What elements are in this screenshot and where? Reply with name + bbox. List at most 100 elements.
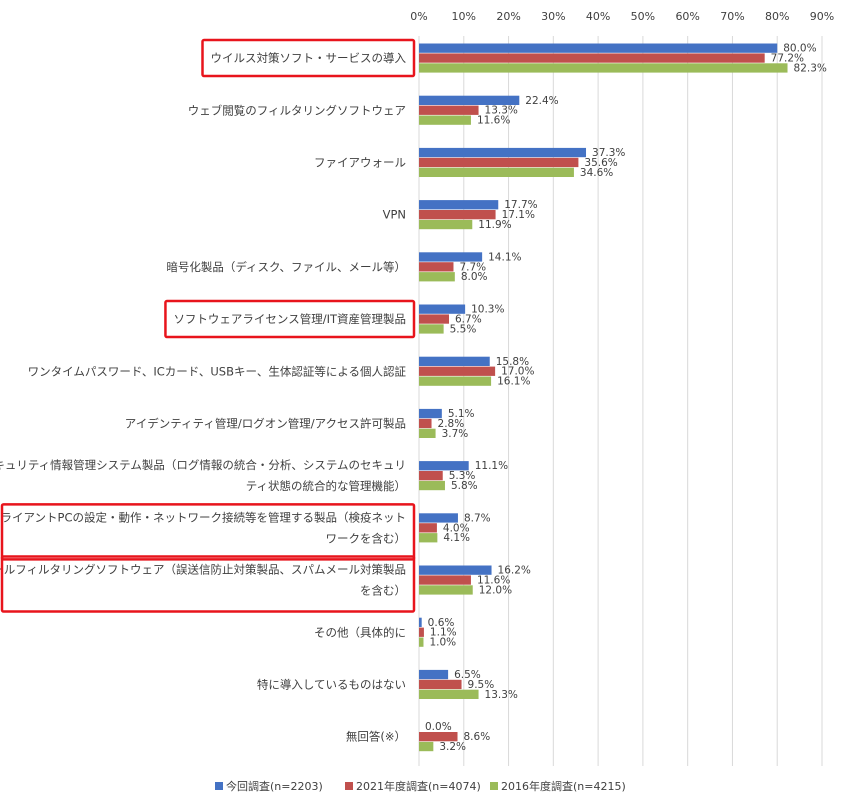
x-tick-label: 60%: [675, 10, 699, 23]
data-label: 17.0%: [501, 366, 534, 378]
data-label: 4.0%: [443, 522, 470, 534]
category-label: その他（具体的に: [314, 625, 406, 639]
x-tick-label: 20%: [496, 10, 520, 23]
highlight-box: [0, 555, 416, 613]
highlight-box: [164, 299, 416, 339]
bar: [419, 523, 437, 533]
category-label: ティ状態の統合的な管理機能）: [246, 479, 406, 493]
x-tick-label: 40%: [586, 10, 610, 23]
legend-swatch: [490, 782, 498, 790]
bar: [419, 679, 462, 690]
category-label: アイデンティティ管理/ログオン管理/アクセス許可製品: [125, 416, 406, 430]
data-label: 5.1%: [448, 408, 475, 420]
x-tick-label: 10%: [452, 10, 476, 23]
bar: [419, 741, 434, 752]
data-label: 8.6%: [464, 731, 491, 743]
legend-swatch: [215, 782, 223, 790]
data-label: 13.3%: [485, 105, 518, 117]
data-label: 15.8%: [496, 356, 529, 368]
bar: [419, 262, 454, 272]
data-label: 11.1%: [475, 460, 508, 472]
x-tick-label: 80%: [765, 10, 789, 23]
data-label: 6.7%: [455, 314, 482, 326]
bar: [419, 356, 490, 366]
bar: [419, 147, 587, 158]
bar: [419, 105, 479, 115]
x-tick-label: 70%: [720, 10, 744, 23]
data-label: 17.1%: [502, 209, 535, 221]
category-label: クライアントPCの設定・動作・ネットワーク接続等を管理する製品（検疫ネット: [0, 510, 406, 524]
data-label: 11.6%: [477, 115, 510, 127]
bar: [419, 157, 579, 168]
bar: [419, 533, 438, 543]
bar: [419, 575, 471, 585]
category-label: ファイアウォール: [314, 155, 406, 169]
bar: [419, 252, 483, 262]
data-label: 34.6%: [580, 167, 613, 179]
highlight-box: [0, 503, 416, 561]
data-label: 0.0%: [425, 721, 452, 733]
data-label: 17.7%: [504, 199, 537, 211]
data-label: 8.0%: [461, 271, 488, 283]
data-label: 2.8%: [438, 418, 465, 430]
data-label: 11.9%: [478, 219, 511, 231]
bar: [419, 513, 458, 523]
data-label: 80.0%: [783, 43, 816, 55]
bar: [419, 585, 473, 595]
data-label: 16.2%: [498, 565, 531, 577]
data-label: 11.6%: [477, 575, 510, 587]
data-label: 0.6%: [428, 617, 455, 629]
data-label: 12.0%: [479, 584, 512, 596]
data-label: 14.1%: [488, 251, 521, 263]
data-label: 1.1%: [430, 627, 457, 639]
x-tick-label: 0%: [410, 10, 427, 23]
bar: [419, 272, 455, 282]
bar: [419, 43, 778, 53]
data-label: 10.3%: [471, 304, 504, 316]
bar: [419, 63, 788, 73]
data-label: 9.5%: [468, 679, 495, 691]
category-label: 無回答(※）: [346, 730, 406, 744]
bar: [419, 428, 436, 438]
bar: [419, 324, 444, 334]
data-label: 77.2%: [771, 53, 804, 65]
data-label: 37.3%: [592, 147, 625, 159]
data-label: 7.7%: [459, 261, 486, 273]
bar: [419, 418, 432, 429]
data-label: 6.5%: [454, 669, 481, 681]
category-label: VPN: [383, 208, 406, 222]
data-label: 3.2%: [439, 741, 466, 753]
bar: [419, 53, 765, 63]
data-label: 4.1%: [443, 532, 470, 544]
bar: [419, 471, 443, 481]
bar: [419, 376, 492, 386]
x-tick-label: 50%: [631, 10, 655, 23]
category-label: セキュリティ情報管理システム製品（ログ情報の統合・分析、システムのセキュリ: [0, 458, 406, 472]
category-label: ウェブ閲覧のフィルタリングソフトウェア: [188, 103, 406, 117]
category-label: メールフィルタリングソフトウェア（誤送信防止対策製品、スパムメール対策製品: [0, 563, 406, 577]
category-label: ソフトウェアライセンス管理/IT資産管理製品: [173, 312, 406, 326]
bar: [419, 366, 496, 376]
data-label: 35.6%: [584, 157, 617, 169]
bar: [419, 408, 442, 419]
data-label: 5.5%: [450, 323, 477, 335]
data-label: 5.3%: [449, 470, 476, 482]
data-label: 3.7%: [442, 428, 469, 440]
bar: [419, 732, 458, 742]
bar: [419, 637, 424, 647]
bar: [419, 480, 445, 491]
bar: [419, 304, 466, 314]
bar: [419, 210, 496, 220]
bar: [419, 167, 574, 177]
category-label: ワークを含む）: [326, 531, 407, 545]
category-label: を含む）: [360, 584, 406, 598]
bar: [419, 115, 471, 125]
bar: [419, 689, 479, 699]
category-label: 特に導入しているものはない: [257, 677, 406, 691]
data-label: 1.0%: [429, 637, 456, 649]
bar: [419, 617, 422, 627]
bar: [419, 461, 469, 471]
data-label: 82.3%: [794, 62, 827, 74]
x-tick-label: 90%: [810, 10, 834, 23]
